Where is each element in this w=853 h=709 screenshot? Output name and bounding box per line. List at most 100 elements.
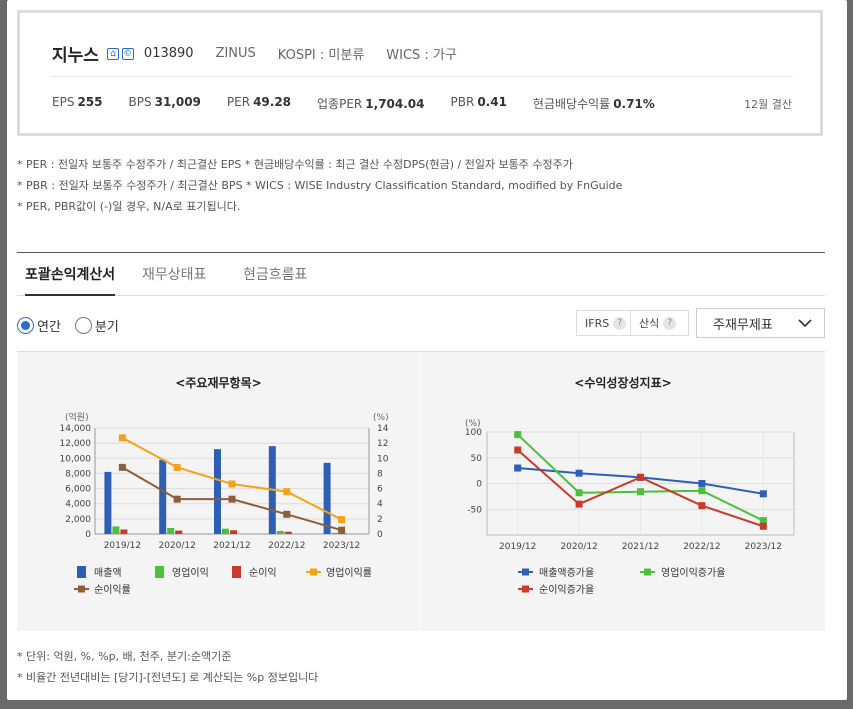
footer-note: * 비율간 전년대비는 [당기]-[전년도] 로 계산되는 %p 정보입니다 (17, 671, 319, 684)
y-tick-left: 4,000 (65, 500, 91, 510)
line-영업이익률 (121, 436, 343, 521)
tab-cash-flow[interactable]: 현금흐름표 (243, 267, 308, 283)
legend-swatch (232, 566, 241, 578)
tab-income-statement[interactable]: 포괄손익계산서 (25, 264, 116, 296)
statement-type-dropdown[interactable]: 주재무제표 (696, 308, 825, 338)
y-axis-unit: (%) (465, 419, 481, 429)
y-tick: 50 (471, 454, 483, 464)
growth-panel: <수익성장성지표> (%) -50 0 50 100 2019/12 2020/12 2021… (421, 351, 825, 631)
point-매출액증가율 (575, 469, 583, 477)
point-순이익률 (338, 526, 346, 534)
legend-swatch (522, 568, 529, 576)
company-name: 지누스 (52, 46, 99, 66)
bar-순이익 (230, 530, 237, 534)
bar-영업이익 (112, 526, 120, 534)
point-순이익률 (173, 495, 181, 503)
point-순이익증가율 (759, 522, 767, 530)
radio-annual-dot[interactable] (17, 317, 34, 334)
point-순이익률 (228, 495, 236, 503)
y-tick-left: 2,000 (65, 515, 91, 525)
radio-annual-label: 연간 (37, 320, 61, 335)
legend-label: 매출액 (94, 567, 122, 579)
x-tick-label: 2019/12 (499, 542, 536, 552)
point-영업이익률 (283, 488, 291, 496)
key-stats: EPS 255 BPS 31,009 PER 49.28 업종PER 1,704.04 … (52, 95, 655, 112)
footer-notes: * 단위: 억원, %, %p, 배, 천주, 분기:순액기준 * 비율간 전년… (17, 646, 318, 688)
home-icon[interactable]: ⌂ (106, 47, 119, 60)
x-tick-label: 2019/12 (104, 541, 141, 551)
radio-quarter[interactable]: 분기 (74, 316, 119, 335)
chart2-title: <수익성장성지표> (574, 376, 672, 390)
legend-swatch (522, 585, 529, 593)
y-tick-right: 6 (377, 485, 383, 495)
summary-divider (51, 76, 793, 77)
bar-매출액 (159, 459, 167, 534)
definition-notes: * PER : 전일자 보통주 수정주가 / 최근결산 EPS * 현금배당수익… (17, 154, 622, 217)
chevron-down-icon (798, 318, 812, 327)
main-financials-chart: (억원) (%) 0 2,000 4,000 6,000 8,000 10,000 12,000… (60, 411, 389, 596)
legend-label: 영업이익률 (326, 566, 372, 579)
y-tick-right: 2 (377, 515, 383, 525)
y-tick: 100 (465, 428, 482, 438)
point-영업이익증가율 (575, 489, 583, 497)
period-selector: 연간 분기 (17, 316, 125, 335)
radio-quarter-label: 분기 (94, 320, 119, 335)
ifrs-button[interactable]: IFRS ? (576, 310, 636, 336)
x-tick-label: 2023/12 (745, 542, 782, 552)
y-tick-right: 0 (377, 530, 383, 540)
chart1-title: <주요재무항목> (175, 376, 262, 390)
point-영업이익증가율 (759, 517, 767, 525)
y-tick-right: 8 (377, 469, 383, 479)
english-name: ZINUS (215, 46, 256, 61)
formula-button[interactable]: 산식 ? (630, 310, 689, 336)
bar-영업이익 (222, 528, 229, 534)
x-tick-label: 2020/12 (159, 541, 196, 551)
section-separator (17, 252, 825, 253)
point-순이익률 (118, 463, 126, 471)
stat-dividend-yield: 현금배당수익률 0.71% (532, 97, 655, 111)
y-tick-right: 10 (377, 454, 389, 464)
point-매출액증가율 (514, 464, 522, 472)
main-financials-panel: <주요재무항목> (억원) (%) 0 2,000 4,000 6,000 8,000 10,… (17, 351, 420, 631)
legend-swatch (78, 585, 85, 593)
bar-영업이익 (167, 527, 175, 534)
point-매출액증가율 (759, 490, 767, 498)
stat-eps: EPS 255 (52, 95, 103, 109)
x-tick-label: 2022/12 (268, 541, 305, 551)
bar-영업이익 (276, 530, 284, 534)
point-영업이익률 (118, 434, 126, 442)
x-tick-label: 2021/12 (622, 542, 659, 552)
bar-순이익 (284, 531, 292, 534)
legend-label: 영업이익증가율 (661, 566, 725, 579)
note-line: * PBR : 전일자 보통주 수정주가 / 최근결산 BPS * WICS :… (17, 179, 623, 192)
bar-매출액 (323, 462, 331, 534)
x-tick-label: 2021/12 (213, 541, 250, 551)
x-tick-label: 2022/12 (683, 542, 720, 552)
bar-순이익 (120, 529, 128, 534)
help-icon[interactable]: ? (613, 316, 627, 330)
help-icon[interactable]: ? (663, 316, 677, 330)
formula-label: 산식 (639, 317, 660, 330)
legend-label: 순이익률 (94, 584, 131, 596)
wics-info: WICS : 가구 (386, 48, 457, 63)
bar-매출액 (214, 449, 221, 534)
point-영업이익률 (228, 480, 236, 488)
y-tick-right: 4 (377, 500, 383, 510)
x-tick-label: 2023/12 (323, 541, 360, 551)
copyright-icon[interactable]: © (121, 47, 134, 60)
stat-pbr: PBR 0.41 (450, 95, 507, 109)
point-순이익증가율 (514, 446, 522, 454)
tab-balance-sheet[interactable]: 재무상태표 (142, 267, 207, 283)
y-tick-left: 8,000 (65, 469, 91, 479)
point-영업이익증가율 (698, 487, 706, 495)
stat-industry-per: 업종PER 1,704.04 (317, 97, 425, 111)
radio-quarter-dot[interactable] (74, 317, 92, 334)
bar-순이익 (175, 530, 183, 534)
statement-tabs: 포괄손익계산서 재무상태표 현금흐름표 (17, 258, 825, 296)
company-name-row: 지누스 ⌂ © 013890 ZINUS KOSPI : 미분류 WICS : … (52, 41, 457, 66)
y-axis-right-unit: (%) (373, 413, 389, 423)
radio-annual[interactable]: 연간 (17, 316, 61, 335)
y-tick: -50 (467, 505, 482, 515)
y-tick-left: 12,000 (60, 439, 92, 449)
bar-매출액 (104, 471, 112, 534)
